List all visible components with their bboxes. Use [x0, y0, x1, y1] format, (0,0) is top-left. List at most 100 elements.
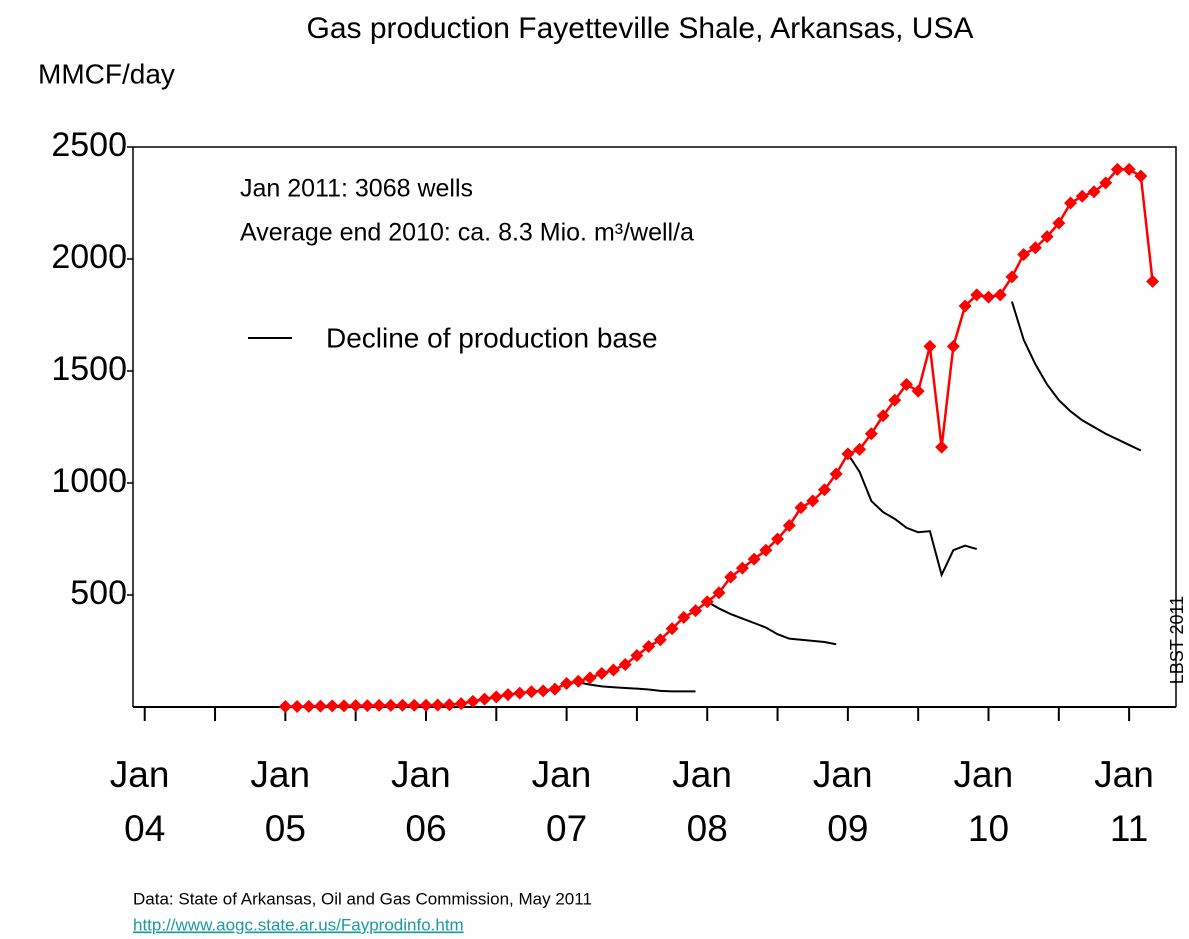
data-point [431, 698, 445, 712]
plot-frame [132, 146, 1177, 707]
data-point [771, 532, 785, 546]
data-point [759, 543, 773, 557]
data-point [466, 694, 480, 708]
data-point [1052, 216, 1066, 230]
data-point [419, 698, 433, 712]
data-point [618, 657, 632, 671]
y-tick-label: 500 [70, 574, 127, 612]
data-point [1075, 189, 1089, 203]
data-point [278, 700, 292, 714]
data-point [337, 699, 351, 713]
data-point [560, 676, 574, 690]
data-point [970, 288, 984, 302]
data-point [1122, 162, 1136, 176]
x-tick-label: Jan 10 [954, 754, 1024, 849]
x-tick-label: Jan 07 [532, 754, 602, 849]
data-point [407, 698, 421, 712]
data-point [747, 552, 761, 566]
data-point [501, 688, 515, 702]
data-point [677, 610, 691, 624]
chart-title: Gas production Fayetteville Shale, Arkan… [306, 12, 973, 45]
data-point [630, 648, 644, 662]
data-point [536, 684, 550, 698]
data-point [524, 685, 538, 699]
decline-line [847, 453, 978, 578]
x-tick-label: Jan 04 [110, 754, 180, 849]
data-point [1134, 169, 1148, 183]
data-point [325, 699, 339, 713]
x-tick-label: Jan 11 [1094, 754, 1164, 849]
data-point [478, 692, 492, 706]
data-point [935, 440, 949, 454]
data-point [314, 699, 328, 713]
data-point [1040, 230, 1054, 244]
data-point [1017, 248, 1031, 262]
legend-label: Decline of production base [326, 322, 658, 353]
x-tick-label: Jan 06 [391, 754, 461, 849]
data-point [899, 377, 913, 391]
data-point [888, 393, 902, 407]
data-point [712, 586, 726, 600]
data-point [489, 690, 503, 704]
data-point [806, 494, 820, 508]
x-tick-label: Jan 09 [813, 754, 883, 849]
data-point [653, 633, 667, 647]
data-point [981, 290, 995, 304]
data-point [290, 700, 304, 714]
data-point [829, 467, 843, 481]
y-axis-label: MMCF/day [38, 58, 175, 89]
data-point [1064, 196, 1078, 210]
data-point [1005, 270, 1019, 284]
annotation: Jan 2011: 3068 wells [240, 175, 473, 203]
data-point [349, 699, 363, 713]
data-point [396, 698, 410, 712]
data-point [700, 595, 714, 609]
data-point [606, 663, 620, 677]
data-point [864, 427, 878, 441]
y-tick-label: 2000 [51, 238, 127, 276]
data-point [1099, 176, 1113, 190]
data-point [853, 442, 867, 456]
source: Data: State of Arkansas, Oil and Gas Com… [133, 889, 592, 908]
decline-line [706, 600, 837, 646]
data-point [841, 447, 855, 461]
source-link[interactable]: http://www.aogc.state.ar.us/Fayprodinfo.… [133, 915, 464, 934]
data-point [1110, 162, 1124, 176]
data-point [946, 339, 960, 353]
data-point [794, 501, 808, 515]
data-point [302, 699, 316, 713]
annotation: Average end 2010: ca. 8.3 Mio. m³/well/a [240, 219, 694, 247]
data-point [993, 288, 1007, 302]
data-point [442, 698, 456, 712]
decline-line [1010, 301, 1142, 452]
decline-line [578, 681, 696, 693]
data-point [642, 640, 656, 654]
data-point [583, 671, 597, 685]
data-point [384, 698, 398, 712]
data-point [513, 686, 527, 700]
x-tick-label: Jan 05 [250, 754, 320, 849]
data-point [876, 409, 890, 423]
data-point [595, 666, 609, 680]
data-point [735, 561, 749, 575]
data-point [911, 384, 925, 398]
data-point [548, 682, 562, 696]
data-point [958, 299, 972, 313]
data-point [782, 519, 796, 533]
y-tick-label: 1000 [51, 462, 127, 500]
data-point [689, 604, 703, 618]
x-tick-label: Jan 08 [672, 754, 742, 849]
data-point [372, 698, 386, 712]
data-point [923, 339, 937, 353]
data-point [817, 483, 831, 497]
data-point [1146, 274, 1160, 288]
y-tick-label: 2500 [51, 126, 127, 164]
data-point [665, 622, 679, 636]
data-point [360, 699, 374, 713]
data-point [1028, 241, 1042, 255]
y-tick-label: 1500 [51, 350, 127, 388]
data-point [724, 570, 738, 584]
data-point [454, 697, 468, 711]
data-point [571, 674, 585, 688]
